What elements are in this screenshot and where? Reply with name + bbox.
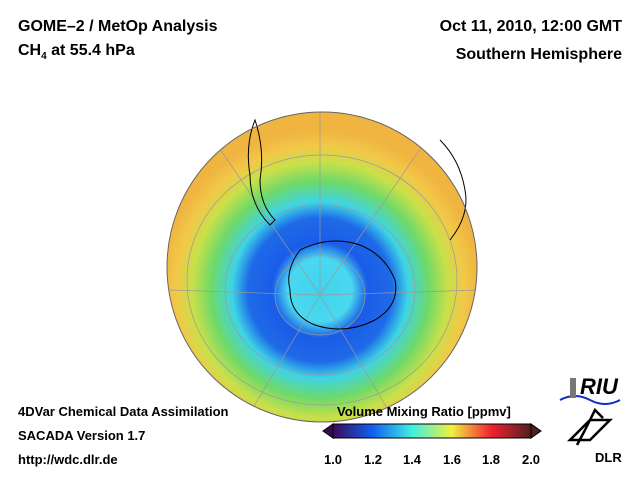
colorbar-tick: 1.0: [323, 452, 343, 467]
footer-line1: 4DVar Chemical Data Assimilation: [18, 404, 229, 419]
coastlines: [247, 118, 467, 330]
colorbar-tick: 1.8: [481, 452, 501, 467]
riu-tower-icon: [570, 378, 576, 398]
footer-url: http://wdc.dlr.de: [18, 452, 118, 467]
colorbar-tick: 2.0: [521, 452, 541, 467]
dlr-logo: DLR: [595, 450, 622, 465]
colorbar-tick: 1.4: [402, 452, 422, 467]
footer-line2: SACADA Version 1.7: [18, 428, 146, 443]
graticule: [169, 112, 477, 422]
region-label: Southern Hemisphere: [455, 46, 622, 63]
title: GOME–2 / MetOp Analysis: [18, 18, 218, 35]
colorbar-tick: 1.2: [363, 452, 383, 467]
riu-wave-icon: [559, 395, 621, 405]
dlr-logo-icon: [566, 407, 614, 446]
riu-logo: RIU: [580, 374, 618, 399]
species-label: CH4 at 55.4 hPa: [18, 42, 135, 63]
colorbar: [322, 423, 542, 439]
colorbar-tick: 1.6: [442, 452, 462, 467]
colorbar-title: Volume Mixing Ratio [ppmv]: [337, 404, 511, 419]
date-label: Oct 11, 2010, 12:00 GMT: [439, 18, 622, 35]
